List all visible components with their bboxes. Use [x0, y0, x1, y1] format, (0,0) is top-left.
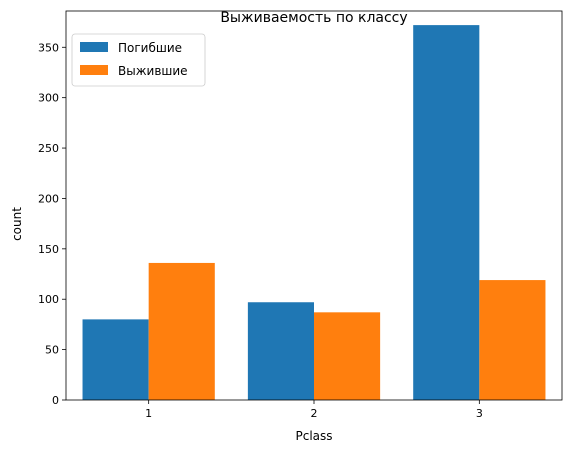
legend-swatch-pogibshie [80, 42, 108, 52]
bar-series1-class-1 [148, 262, 215, 400]
y-tick-label: 250 [38, 142, 59, 155]
bar-series0-class-3 [413, 25, 480, 401]
y-axis-label: count [10, 207, 24, 241]
y-tick-label: 300 [38, 92, 59, 105]
y-tick-label: 150 [38, 243, 59, 256]
bar-series0-class-2 [247, 302, 314, 400]
legend: Погибшие Выжившие [71, 33, 206, 87]
legend-label-pogibshie: Погибшие [118, 41, 182, 55]
y-tick-label: 50 [45, 344, 59, 357]
bars-group [82, 25, 546, 401]
x-axis-label: Pclass [295, 429, 332, 443]
bar-series1-class-3 [479, 280, 546, 400]
bar-series1-class-2 [314, 312, 381, 400]
x-tick-label: 2 [311, 407, 318, 420]
y-tick-label: 100 [38, 293, 59, 306]
x-tick-label: 1 [145, 407, 152, 420]
chart-title: Выживаемость по классу [220, 10, 407, 26]
y-tick-label: 0 [52, 394, 59, 407]
plot-frame [65, 10, 563, 401]
y-tick-label: 350 [38, 41, 59, 54]
legend-label-vyzhivshie: Выжившие [118, 64, 188, 78]
legend-swatch-vyzhivshie [80, 65, 108, 75]
y-tick-label: 200 [38, 192, 59, 205]
x-tick-label: 3 [476, 407, 483, 420]
x-axis-ticks: 1 2 3 [145, 400, 483, 420]
y-axis-ticks: 0 50 100 150 200 250 300 350 [38, 41, 66, 407]
bar-series0-class-1 [82, 319, 149, 400]
